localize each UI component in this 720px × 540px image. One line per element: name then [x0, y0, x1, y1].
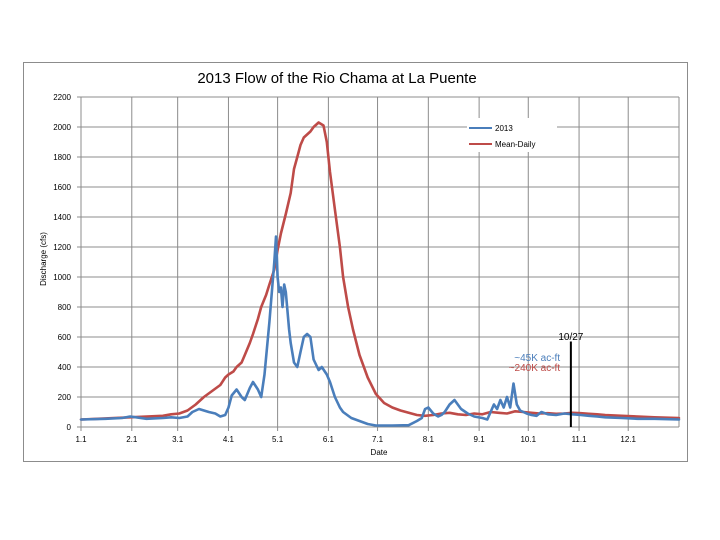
y-tick-label: 800 — [58, 303, 72, 312]
x-tick-label: 11.1 — [572, 435, 588, 444]
y-tick-label: 1800 — [53, 153, 71, 162]
chart-frame: 2013 Flow of the Rio Chama at La Puente … — [23, 62, 688, 462]
x-tick-label: 1.1 — [75, 435, 87, 444]
series-line-mean-daily — [79, 121, 681, 421]
y-tick-label: 0 — [67, 423, 72, 432]
annotation-mean-volume: ~240K ac-ft — [509, 363, 561, 374]
y-axis-label: Discharge (cfs) — [39, 232, 48, 286]
y-tick-label: 1000 — [53, 273, 71, 282]
legend-label-mean-daily: Mean-Daily — [495, 140, 535, 149]
y-tick-label: 400 — [58, 363, 72, 372]
annotation-date: 10/27 — [558, 332, 583, 343]
x-tick-label: 10.1 — [520, 435, 536, 444]
y-tick-label: 1600 — [53, 183, 71, 192]
x-tick-label: 3.1 — [172, 435, 184, 444]
x-tick-label: 8.1 — [423, 435, 435, 444]
y-tick-label: 1200 — [53, 243, 71, 252]
x-tick-label: 6.1 — [323, 435, 335, 444]
legend-label-2013: 2013 — [495, 124, 513, 133]
annotation-2013-volume: ~45K ac-ft — [514, 353, 560, 364]
x-tick-label: 5.1 — [272, 435, 284, 444]
x-tick-label: 9.1 — [474, 435, 486, 444]
x-tick-label: 4.1 — [223, 435, 235, 444]
x-axis-label: Date — [371, 448, 388, 457]
series-lines — [79, 121, 681, 427]
y-tick-label: 600 — [58, 333, 72, 342]
grid — [80, 96, 680, 428]
x-tick-label: 12.1 — [620, 435, 636, 444]
chart-svg: 2013 Flow of the Rio Chama at La Puente … — [39, 70, 681, 457]
chart-title: 2013 Flow of the Rio Chama at La Puente — [197, 70, 476, 87]
x-tick-label: 2.1 — [126, 435, 138, 444]
y-tick-label: 2000 — [53, 123, 71, 132]
annotations: 10/27 ~45K ac-ft~240K ac-ft — [509, 332, 584, 427]
axes: 0 200 400 600 800 1000 1200 1400 1600 1800 2000 220… — [53, 93, 679, 444]
series-line-2013 — [79, 235, 681, 427]
legend: 2013 Mean-Daily — [467, 118, 557, 152]
y-tick-label: 1400 — [53, 213, 71, 222]
y-tick-label: 200 — [58, 393, 72, 402]
x-tick-label: 7.1 — [372, 435, 384, 444]
legend-background — [467, 118, 557, 152]
y-tick-label: 2200 — [53, 93, 71, 102]
